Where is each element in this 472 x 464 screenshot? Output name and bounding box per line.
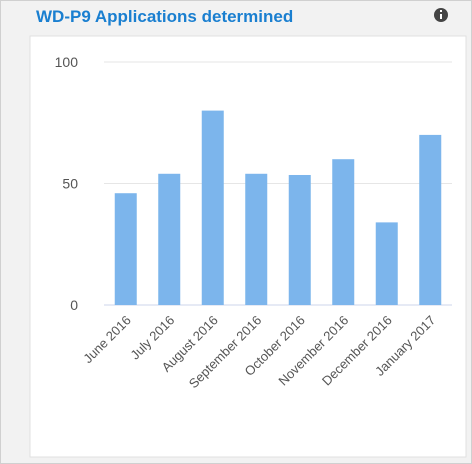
info-icon[interactable] — [434, 8, 448, 22]
y-tick-label: 50 — [62, 176, 78, 192]
bar — [201, 110, 224, 305]
bar — [114, 193, 137, 305]
bar — [419, 134, 442, 305]
bar — [288, 174, 311, 305]
y-tick-label: 0 — [70, 297, 78, 313]
bar — [245, 173, 268, 305]
bar — [158, 173, 181, 305]
bar — [375, 222, 398, 305]
y-tick-label: 100 — [55, 54, 79, 70]
chart-title: WD-P9 Applications determined — [36, 7, 293, 26]
bar — [332, 159, 355, 305]
